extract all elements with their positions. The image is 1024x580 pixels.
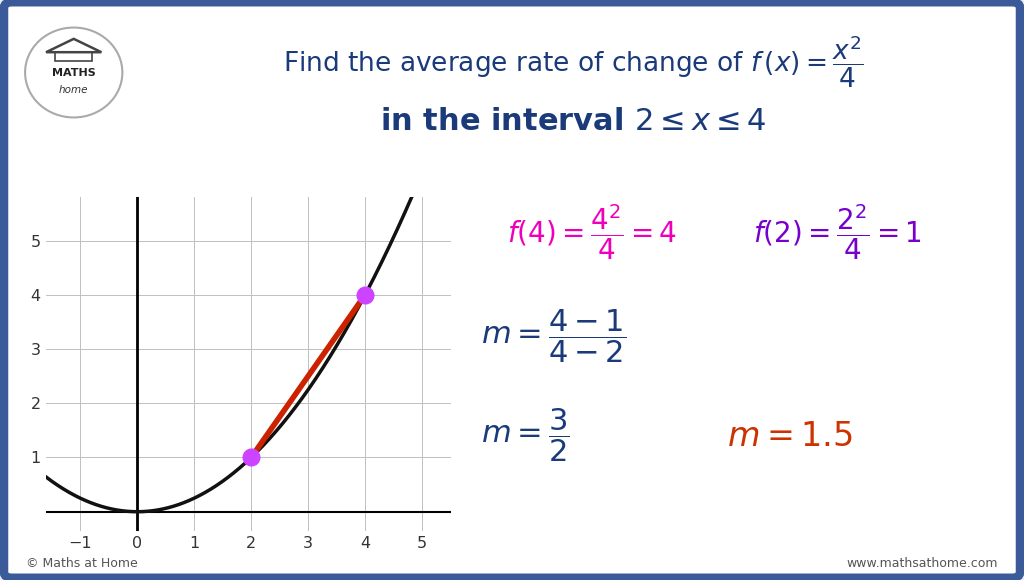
Text: © Maths at Home: © Maths at Home [26,557,137,570]
Text: Find the average rate of change of $f\,(x) = \dfrac{x^2}{4}$: Find the average rate of change of $f\,(… [283,34,864,90]
FancyBboxPatch shape [4,2,1020,578]
Text: $m = \dfrac{4-1}{4-2}$: $m = \dfrac{4-1}{4-2}$ [481,307,627,365]
Text: $m = 1.5$: $m = 1.5$ [727,420,853,452]
Ellipse shape [25,27,123,117]
Text: $f(2) = \dfrac{2^2}{4} = 1$: $f(2) = \dfrac{2^2}{4} = 1$ [753,202,922,262]
Text: $f(4) = \dfrac{4^2}{4} = 4$: $f(4) = \dfrac{4^2}{4} = 4$ [507,202,677,262]
Text: home: home [59,85,88,95]
Text: in the interval $2 \leq x \leq 4$: in the interval $2 \leq x \leq 4$ [380,107,767,136]
Text: $m = \dfrac{3}{2}$: $m = \dfrac{3}{2}$ [481,406,569,464]
Text: MATHS: MATHS [52,67,95,78]
Text: www.mathsathome.com: www.mathsathome.com [847,557,998,570]
